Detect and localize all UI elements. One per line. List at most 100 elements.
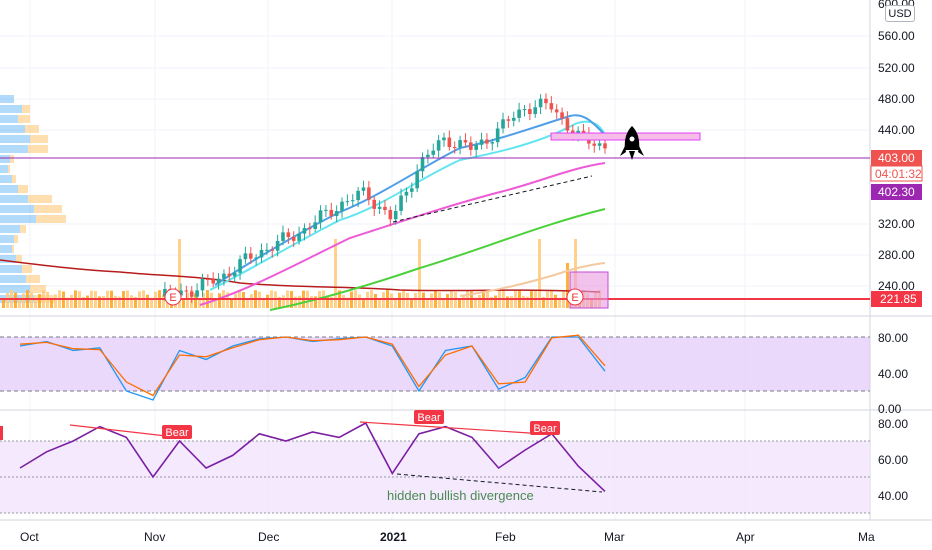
time-label: Nov [144, 530, 165, 544]
candle-body [393, 210, 398, 220]
stoch-axis[interactable]: 80.00 40.00 0.00 [878, 331, 908, 416]
candle-body [318, 210, 323, 223]
volume-bar [458, 298, 461, 308]
volume-bar [566, 263, 569, 308]
volume-bar [6, 293, 9, 308]
candle-body [544, 98, 548, 104]
time-label: Oct [20, 530, 39, 544]
volume-bar [194, 293, 197, 308]
volume-bar [310, 296, 313, 308]
rsi-axis[interactable]: 80.00 60.00 40.00 [878, 417, 908, 503]
time-axis[interactable]: Oct Nov Dec 2021 Feb Mar Apr Ma [20, 530, 875, 544]
volume-bar [506, 296, 509, 308]
candle-body [238, 259, 242, 273]
volume-bar [538, 239, 541, 308]
bear-label[interactable]: Bear [414, 410, 444, 424]
candle-body [479, 139, 484, 145]
candle-body [324, 209, 328, 211]
volume-profile-row [14, 235, 18, 243]
candle-body [399, 195, 403, 211]
volume-bar [186, 292, 189, 308]
volume-bar [118, 296, 121, 308]
candle-body [265, 249, 269, 251]
earnings-marker[interactable]: E [164, 288, 182, 306]
candle-body [469, 142, 473, 150]
volume-bar [446, 293, 449, 308]
ma-magenta [199, 162, 606, 306]
candle-body [377, 206, 382, 209]
volume-profile-row [16, 255, 22, 263]
bear-label[interactable]: Bear [162, 425, 192, 439]
bear-label[interactable]: Bear [530, 421, 560, 435]
candlesticks [163, 93, 607, 304]
volume-profile-row [0, 185, 18, 193]
svg-text:04:01:32: 04:01:32 [875, 167, 922, 181]
candle-body [329, 209, 334, 216]
price-axis[interactable]: 600.00 560.00 520.00 480.00 440.00 320.0… [878, 0, 915, 293]
svg-text:Bear: Bear [165, 427, 189, 439]
volume-bar [34, 298, 37, 308]
candle-body [522, 109, 527, 111]
time-label: Mar [604, 530, 625, 544]
currency-badge[interactable]: USD [885, 5, 915, 22]
volume-profile [0, 95, 66, 303]
time-label: 2021 [380, 530, 407, 544]
volume-bar [282, 295, 285, 308]
volume-profile-row [0, 125, 25, 133]
candle-body [259, 249, 264, 258]
volume-bar [102, 296, 105, 308]
candle-body [592, 143, 597, 146]
candle-body [356, 190, 360, 201]
candle-body [313, 222, 317, 229]
support-price-tag[interactable]: 221.85 [871, 291, 922, 307]
volume-profile-row [0, 115, 18, 123]
time-label: Dec [258, 530, 279, 544]
volume-profile-row [0, 175, 12, 183]
candle-body [254, 257, 258, 259]
grid-lines [0, 0, 871, 520]
candle-body [275, 240, 280, 251]
volume-bar [82, 296, 85, 308]
candle-body [436, 140, 441, 151]
price-tick: 520.00 [878, 61, 915, 75]
indicator-value-tag[interactable]: 402.30 [871, 184, 922, 200]
ma-blue [214, 114, 606, 286]
stoch-d-line [19, 334, 606, 397]
volume-bar [342, 295, 345, 308]
candle-body [528, 109, 532, 115]
volume-bar [382, 292, 385, 308]
bear-divergence-line [359, 421, 546, 435]
candle-body [474, 144, 478, 150]
candle-body [388, 209, 393, 220]
volume-bar [66, 297, 69, 308]
volume-bar [414, 293, 417, 308]
volume-bar [262, 297, 265, 308]
rsi-tick: 80.00 [878, 417, 908, 431]
candle-body [179, 290, 183, 296]
candle-body [227, 273, 232, 277]
current-price-tag[interactable]: 403.00 [871, 150, 922, 166]
volume-bar [250, 294, 253, 308]
candle-body [603, 143, 607, 149]
candle-body [458, 140, 462, 148]
earnings-marker[interactable]: E [566, 288, 584, 306]
volume-profile-row [12, 245, 14, 253]
candle-body [506, 119, 511, 121]
volume-bar [462, 294, 465, 308]
countdown-tag: 04:01:32 [870, 165, 923, 182]
volume-bar [98, 296, 101, 308]
volume-bar [298, 295, 301, 308]
time-label: Apr [736, 530, 755, 544]
volume-bar [266, 294, 269, 308]
candle-body [426, 154, 430, 158]
svg-text:E: E [571, 292, 578, 304]
candle-body [211, 279, 216, 284]
volume-bar [22, 293, 25, 308]
volume-profile-row [0, 95, 14, 103]
ma-tan [459, 262, 606, 297]
candle-body [291, 236, 296, 241]
volume-bar [398, 292, 401, 308]
volume-bar [30, 292, 33, 308]
volume-profile-row [30, 135, 48, 143]
